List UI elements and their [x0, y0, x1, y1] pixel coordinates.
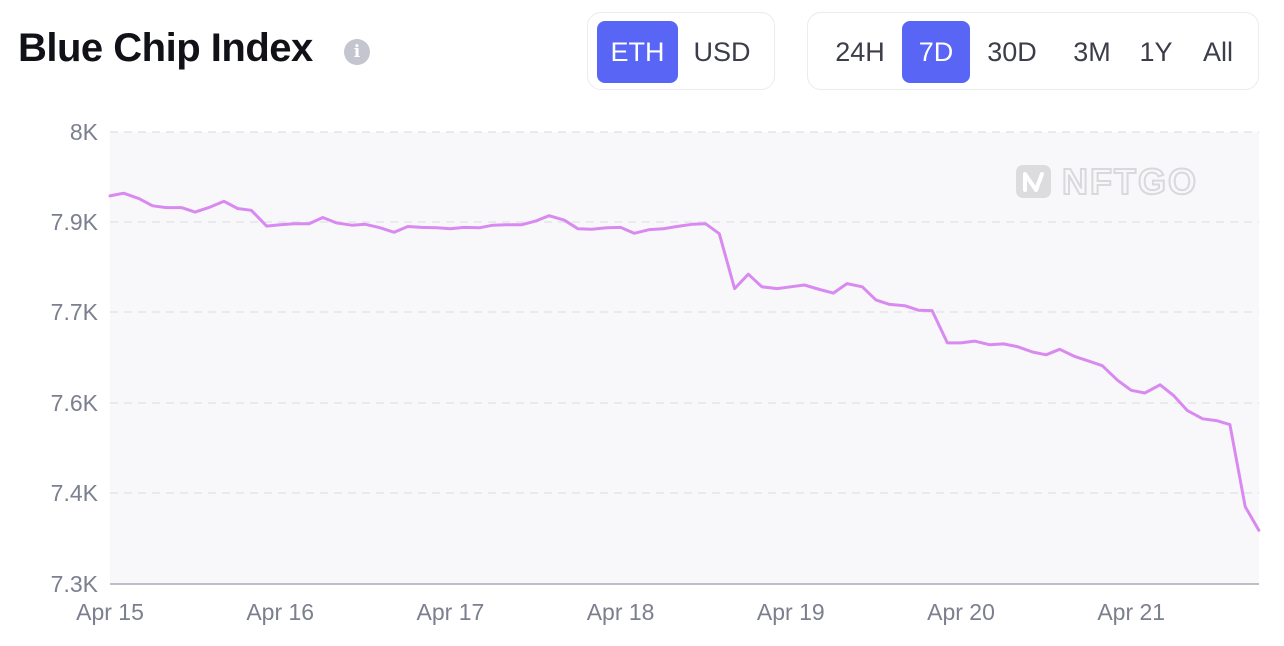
x-tick-label: Apr 18: [587, 599, 655, 625]
grid-lines: [110, 131, 1259, 494]
y-axis-ticks: 7.3K 7.4K 7.6K 7.7K 7.9K 8K: [51, 119, 99, 597]
currency-usd-button[interactable]: USD: [693, 37, 751, 67]
range-30d-button[interactable]: 30D: [987, 37, 1037, 67]
x-tick-label: Apr 16: [246, 599, 314, 625]
nftgo-logo-mark: [1023, 172, 1044, 192]
x-tick-label: Apr 15: [76, 599, 144, 625]
y-tick-label: 7.6K: [51, 390, 99, 416]
x-axis-ticks: Apr 15 Apr 16 Apr 17 Apr 18 Apr 19 Apr 20 Apr …: [76, 599, 1165, 625]
x-tick-label: Apr 21: [1097, 599, 1165, 625]
range-1y-button[interactable]: 1Y: [1139, 37, 1173, 67]
y-tick-label: 7.7K: [51, 299, 99, 325]
y-tick-label: 7.9K: [51, 209, 99, 235]
y-tick-label: 8K: [70, 119, 99, 145]
range-24h-button[interactable]: 24H: [835, 37, 885, 67]
x-tick-label: Apr 20: [927, 599, 995, 625]
series-line: [108, 191, 1261, 532]
y-tick-label: 7.3K: [51, 571, 99, 597]
plot-area: [110, 132, 1259, 584]
info-icon[interactable]: i: [344, 39, 370, 65]
y-tick-label: 7.4K: [51, 480, 99, 506]
range-all-button[interactable]: All: [1202, 37, 1233, 67]
watermark-text: NFTGO: [1062, 161, 1198, 202]
nftgo-watermark: NFTGO: [1016, 160, 1198, 203]
range-3m-button[interactable]: 3M: [1073, 37, 1111, 67]
page-title: Blue Chip Index: [18, 26, 313, 70]
x-tick-label: Apr 17: [417, 599, 485, 625]
currency-eth-button[interactable]: ETH: [597, 21, 678, 83]
currency-toggle: ETH USD: [587, 12, 775, 90]
x-tick-label: Apr 19: [757, 599, 825, 625]
nftgo-logo-icon: [1016, 165, 1051, 198]
time-range-toggle: 24H 7D 30D 3M 1Y All: [807, 12, 1259, 90]
range-7d-button[interactable]: 7D: [902, 21, 970, 83]
